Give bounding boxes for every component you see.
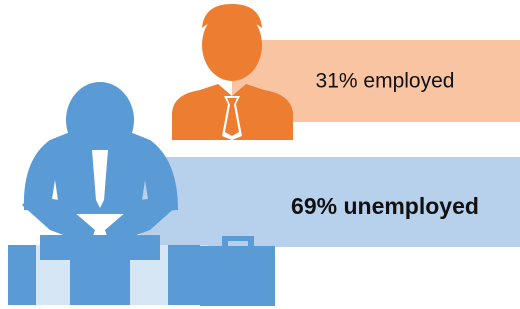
infographic: 31% employed 69% unemployed	[0, 0, 520, 309]
briefcase-icon	[200, 236, 275, 306]
unemployed-label: 69% unemployed	[291, 193, 479, 219]
employed-label: 31% employed	[316, 70, 455, 93]
